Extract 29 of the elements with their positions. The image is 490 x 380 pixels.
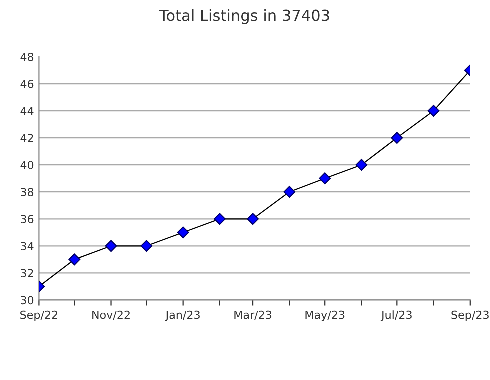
point — [319, 172, 332, 185]
y-tick-label: 34 — [21, 242, 34, 251]
x-tick-label: Sep/22 — [20, 310, 58, 322]
y-tick-label: 38 — [21, 188, 34, 196]
y-tick-label: 48 — [20, 52, 34, 62]
point — [68, 254, 81, 266]
point — [391, 132, 404, 144]
point — [284, 186, 296, 198]
y-tick-label: 42 — [20, 134, 34, 142]
y-tick-label: 46 — [20, 80, 34, 88]
y-tick-label: 32 — [21, 269, 34, 278]
point — [356, 159, 368, 172]
chart-title: Total Listings in 37403 — [159, 10, 330, 24]
y-tick-label: 40 — [20, 161, 34, 170]
x-tick-label: Jan/23 — [165, 310, 200, 322]
x-tick-label: Jul/23 — [380, 310, 412, 322]
x-tick-label: May/23 — [306, 310, 345, 322]
point — [105, 240, 118, 252]
y-tick-label: 36 — [21, 215, 34, 224]
point — [247, 213, 259, 226]
x-tick-label: Nov/22 — [92, 310, 130, 320]
point — [140, 240, 153, 252]
x-tick-label: Mar/23 — [234, 310, 272, 320]
point — [428, 105, 440, 117]
y-tick-label: 30 — [21, 296, 34, 305]
x-tick-label: Sep/23 — [452, 310, 489, 322]
y-tick-label: 44 — [20, 107, 34, 116]
point — [177, 226, 190, 239]
point — [214, 213, 226, 226]
